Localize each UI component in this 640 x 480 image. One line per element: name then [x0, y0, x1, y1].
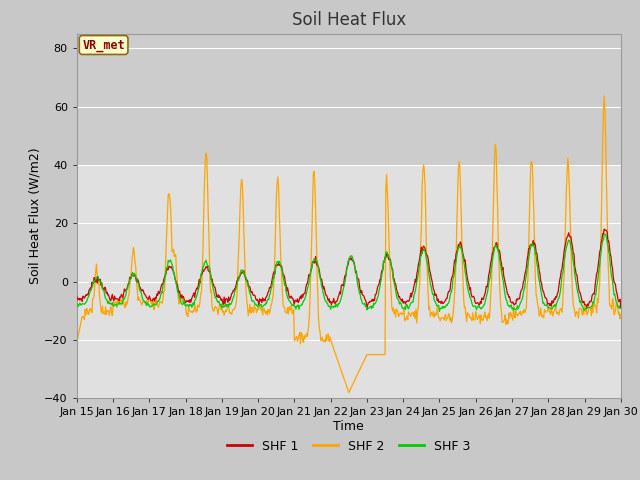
Text: VR_met: VR_met — [82, 38, 125, 51]
SHF 3 — [436, 309, 444, 314]
Bar — [77, 34, 621, 165]
SHF 2 — [568, 271, 575, 276]
Bar — [77, 165, 621, 398]
Legend: SHF 1, SHF 2, SHF 3: SHF 1, SHF 2, SHF 3 — [221, 435, 476, 458]
SHF 2 — [216, 301, 223, 307]
SHF 1 — [447, 280, 454, 286]
SHF 3 — [340, 282, 348, 288]
SHF 3 — [193, 295, 200, 300]
SHF 1 — [193, 287, 200, 292]
SHF 3 — [601, 231, 609, 237]
SHF 1 — [600, 226, 608, 232]
SHF 2 — [600, 93, 608, 99]
SHF 1 — [617, 305, 625, 311]
SHF 2 — [345, 390, 353, 396]
X-axis label: Time: Time — [333, 420, 364, 433]
SHF 3 — [617, 305, 625, 311]
Title: Soil Heat Flux: Soil Heat Flux — [292, 11, 406, 29]
SHF 3 — [73, 301, 81, 307]
Line: SHF 1: SHF 1 — [77, 229, 621, 308]
SHF 1 — [394, 289, 401, 295]
SHF 2 — [340, 376, 348, 382]
SHF 3 — [394, 296, 401, 301]
SHF 3 — [216, 301, 223, 307]
Line: SHF 2: SHF 2 — [77, 96, 621, 393]
SHF 2 — [73, 340, 81, 346]
SHF 1 — [340, 276, 348, 282]
SHF 2 — [617, 312, 625, 318]
SHF 2 — [193, 310, 200, 315]
SHF 2 — [448, 320, 456, 325]
SHF 3 — [568, 247, 575, 252]
Y-axis label: Soil Heat Flux (W/m2): Soil Heat Flux (W/m2) — [29, 148, 42, 284]
SHF 1 — [216, 293, 223, 299]
SHF 1 — [73, 293, 81, 299]
SHF 2 — [394, 309, 402, 315]
SHF 3 — [448, 288, 456, 294]
SHF 1 — [567, 234, 575, 240]
Line: SHF 3: SHF 3 — [77, 234, 621, 312]
